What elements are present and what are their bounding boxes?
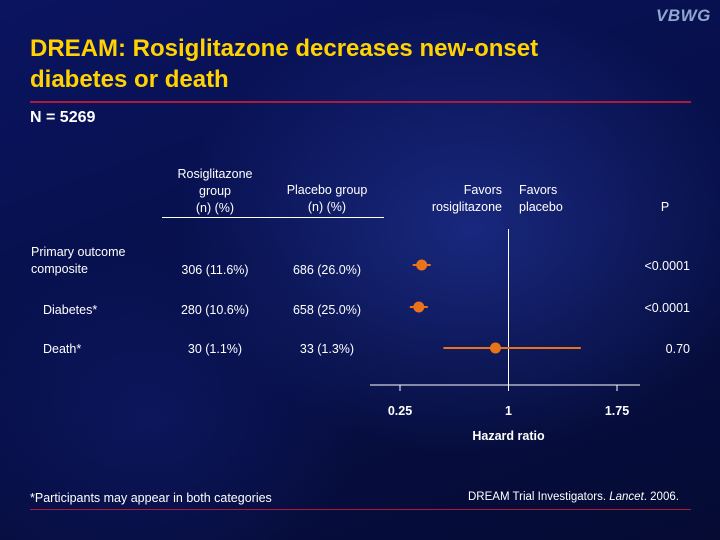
header-underline (162, 217, 384, 218)
footer-divider (30, 509, 691, 510)
footnote: *Participants may appear in both categor… (30, 491, 272, 505)
p-value: <0.0001 (644, 259, 690, 273)
hazard-ratio-point (489, 342, 501, 354)
rosi-value: 306 (11.6%) (181, 263, 249, 277)
header-placebo: Placebo group (n) (%) (272, 182, 382, 216)
rosi-value: 30 (1.1%) (187, 342, 243, 356)
rosi-value: 280 (10.6%) (180, 303, 250, 317)
placebo-value: 658 (25.0%) (292, 303, 362, 317)
favors-rosi-line-1: Favors (463, 183, 502, 197)
x-axis-label: Hazard ratio (472, 429, 545, 443)
p-value: 0.70 (665, 342, 690, 356)
header-placebo-line-2: (n) (%) (307, 200, 347, 214)
row-label-line: Primary outcome (31, 245, 126, 259)
hazard-ratio-marks (409, 259, 581, 354)
title-line-2: diabetes or death (30, 66, 229, 93)
p-value: <0.0001 (644, 301, 690, 315)
title-line-1: DREAM: Rosiglitazone decreases new-onset (30, 35, 539, 62)
favors-rosi-line-2: rosiglitazone (431, 200, 502, 214)
row-label-death: Death* (43, 342, 82, 356)
favors-placebo-line-2: placebo (519, 200, 563, 214)
sample-size: N = 5269 (30, 109, 96, 126)
row-label-line: composite (31, 262, 88, 276)
header-rosi-line-3: (n) (%) (195, 201, 235, 215)
favors-placebo-line-1: Favors (519, 183, 558, 197)
row-label-primary-outcome: Primary outcome composite (31, 244, 125, 278)
hazard-ratio-point (416, 259, 428, 271)
title-divider (30, 101, 691, 103)
source-citation: DREAM Trial Investigators. Lancet. 2006. (468, 491, 679, 503)
x-ticks: 0.25 1 1.75 (388, 385, 629, 418)
vbwg-logo: VBWG (656, 6, 711, 25)
header-p-value: P (660, 200, 670, 214)
hazard-ratio-point (413, 301, 425, 313)
x-tick-label: 1 (505, 404, 512, 418)
header-favors-placebo: Favors placebo (519, 182, 599, 216)
placebo-value: 33 (1.3%) (299, 342, 355, 356)
header-rosi-line-1: Rosiglitazone (177, 167, 253, 181)
placebo-value: 686 (26.0%) (292, 263, 362, 277)
source-suffix: . 2006. (643, 491, 679, 503)
source-journal: Lancet (609, 491, 644, 503)
header-placebo-line-1: Placebo group (286, 183, 368, 197)
source-prefix: DREAM Trial Investigators. (468, 491, 610, 503)
row-label-diabetes: Diabetes* (43, 303, 98, 317)
x-tick-label: 0.25 (388, 404, 412, 418)
header-rosiglitazone: Rosiglitazone group (n) (%) (160, 166, 270, 217)
x-tick-label: 1.75 (605, 404, 629, 418)
header-rosi-line-2: group (199, 184, 231, 198)
header-favors-rosiglitazone: Favors rosiglitazone (402, 182, 502, 216)
slide-title: DREAM: Rosiglitazone decreases new-onset… (30, 33, 670, 95)
